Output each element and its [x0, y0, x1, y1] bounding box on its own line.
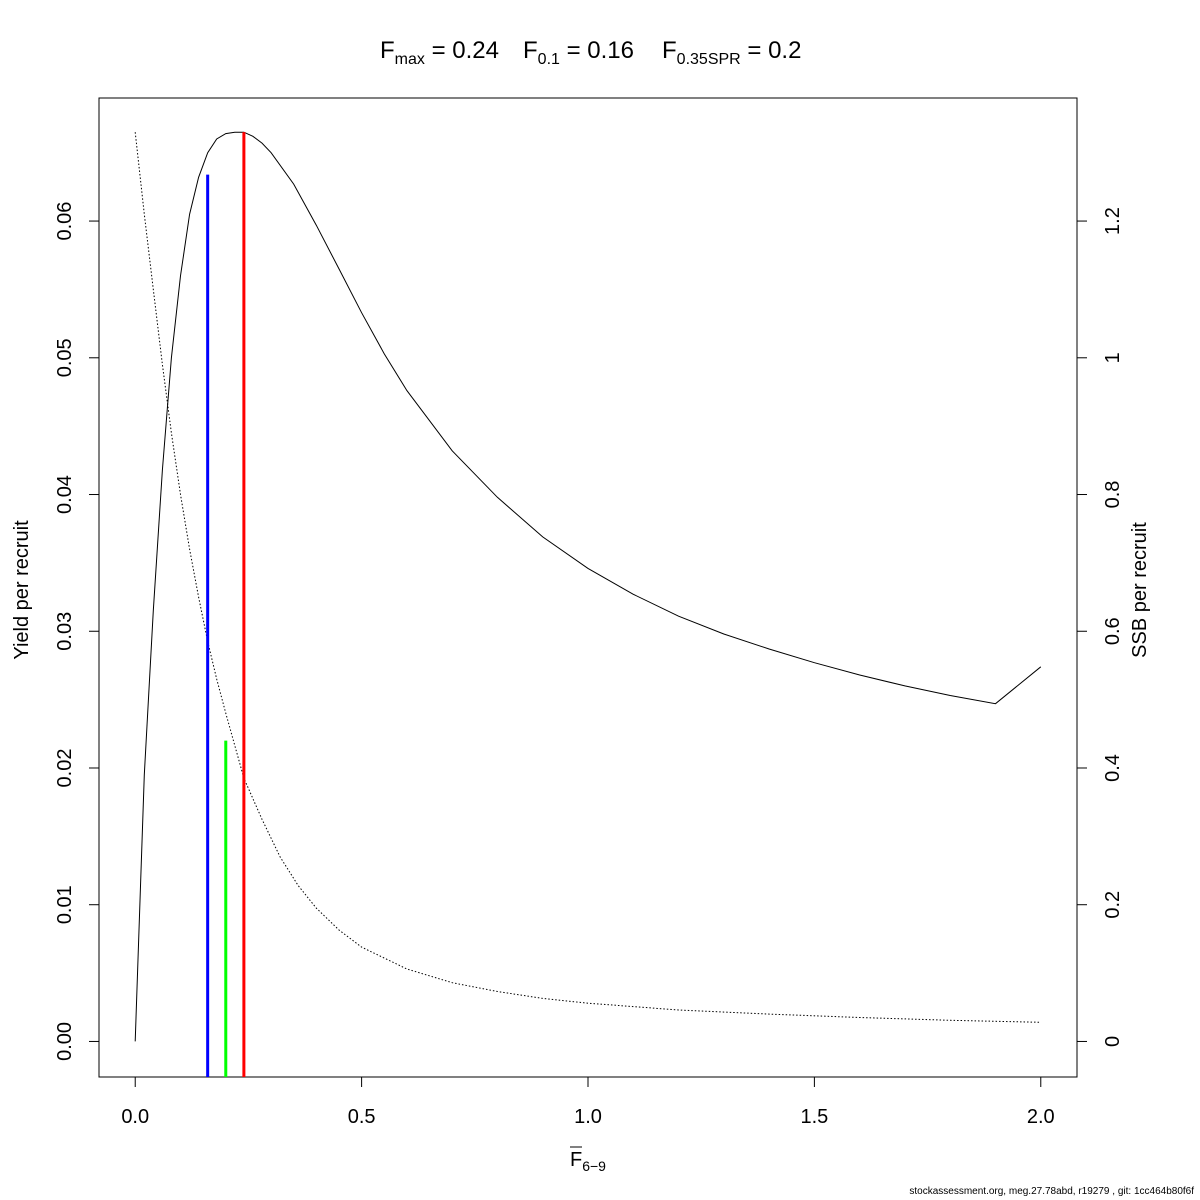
- reference-lines: [206, 132, 246, 1077]
- y2-axis-label: SSB per recruit: [1129, 522, 1151, 658]
- fmax-value: 0.24: [452, 37, 499, 64]
- x-axis-label: F6−9: [570, 1149, 606, 1174]
- y-tick-label: 0.01: [54, 885, 76, 924]
- y2-tick-label: 0.8: [1102, 481, 1124, 509]
- y-tick-label: 0.03: [54, 612, 76, 651]
- y-axis-left: 0.00 0.01 0.02 0.03 0.04 0.05 0.06: [54, 202, 99, 1061]
- y2-tick-label: 0: [1102, 1036, 1124, 1047]
- ssb-per-recruit-line: [134, 132, 1041, 1023]
- chart-title-fspr: F0.35SPR = 0.2: [662, 37, 801, 68]
- fspr-symbol: F: [662, 37, 677, 64]
- x-tick-label: 0.0: [121, 1106, 149, 1128]
- yield-per-recruit-line: [134, 131, 1042, 1042]
- plot-frame: [98, 97, 1078, 1078]
- y-axis-label: Yield per recruit: [11, 520, 33, 660]
- y2-tick-label: 0.4: [1102, 754, 1124, 782]
- y-tick-label: 0.06: [54, 202, 76, 241]
- f01-value: 0.16: [587, 37, 634, 64]
- x-tick-label: 1.5: [800, 1106, 828, 1128]
- y-tick-label: 0.02: [54, 749, 76, 788]
- x-axis: 0.0 0.5 1.0 1.5 2.0: [121, 1077, 1055, 1128]
- series-layer: [134, 131, 1042, 1042]
- chart-title: Fmax = 0.24: [380, 37, 499, 68]
- footer-credit: stockassessment.org, meg.27.78abd, r1927…: [909, 1186, 1194, 1197]
- y2-tick-label: 0.2: [1102, 891, 1124, 919]
- fspr-subscript: 0.35SPR: [677, 51, 741, 68]
- y2-tick-label: 0.6: [1102, 617, 1124, 645]
- fmax-subscript: max: [395, 51, 425, 68]
- f01-subscript: 0.1: [538, 51, 560, 68]
- y2-tick-label: 1.2: [1102, 207, 1124, 235]
- y-axis-right: 0 0.2 0.4 0.6 0.8 1 1.2: [1077, 207, 1124, 1047]
- y-tick-label: 0.05: [54, 338, 76, 377]
- f01-symbol: F: [523, 37, 538, 64]
- fmax-symbol: F: [380, 37, 395, 64]
- x-tick-label: 1.0: [574, 1106, 602, 1128]
- y2-tick-label: 1: [1102, 352, 1124, 363]
- fspr-value: 0.2: [768, 37, 801, 64]
- chart-title-f01: F0.1 = 0.16: [523, 37, 634, 68]
- x-axis-label-subscript: 6−9: [582, 1158, 606, 1174]
- x-axis-label-symbol: F: [570, 1149, 582, 1171]
- y-tick-label: 0.04: [54, 475, 76, 514]
- y-tick-label: 0.00: [54, 1022, 76, 1061]
- x-tick-label: 0.5: [348, 1106, 376, 1128]
- x-tick-label: 2.0: [1027, 1106, 1055, 1128]
